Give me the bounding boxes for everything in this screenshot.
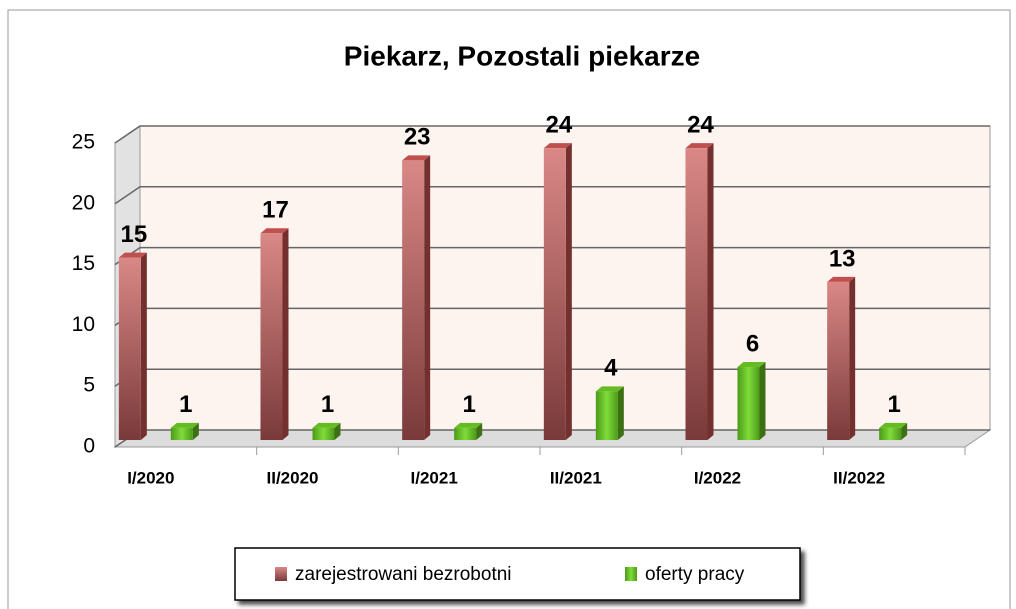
data-label: 23 [404,124,431,151]
y-tick-label: 10 [72,313,95,336]
bar-top [118,252,147,258]
bar-side [707,143,714,440]
legend-swatch [625,567,637,581]
x-tick-label: I/2021 [411,468,458,487]
x-tick-label: II/2020 [267,468,319,487]
data-label: 6 [746,330,759,357]
bar-side [565,143,572,440]
legend-label: oferty pracy [645,564,745,585]
data-label: 1 [462,391,475,418]
data-label: 1 [179,391,192,418]
bar-top [879,422,908,428]
x-tick-label: II/2022 [833,468,885,487]
bar [402,160,425,440]
plot-area [113,125,992,455]
bar-side [849,276,856,440]
bar [685,148,708,440]
y-tick-label: 25 [72,131,95,154]
bar-side [476,422,483,440]
bar [312,427,335,440]
bar-top [454,422,483,428]
bar [737,367,760,440]
y-tick-label: 5 [83,374,95,397]
bar-top [260,228,289,234]
y-tick-label: 15 [72,252,95,275]
bar-side [901,422,908,440]
y-tick-label: 20 [72,191,95,214]
chart-border [7,9,1011,609]
data-label: 13 [829,245,856,272]
bar-side [617,386,624,440]
bar [595,391,618,440]
bar [118,257,141,440]
bar [260,233,283,440]
bar [454,427,477,440]
bar-side [424,155,431,440]
data-label: 1 [321,391,334,418]
bar-side [282,228,289,440]
bar [543,148,566,440]
bar-top [827,276,856,282]
bar-side [192,422,199,440]
bar-side [140,252,147,440]
x-tick-label: I/2022 [694,468,741,487]
bar-side [334,422,341,440]
bar-top [685,143,714,149]
bar-top [402,155,431,161]
bar-top [170,422,199,428]
y-tick-label: 0 [83,435,95,458]
bar-side [759,362,766,440]
legend-swatch [275,567,287,581]
data-label: 4 [604,355,618,382]
bar-top [737,362,766,368]
bar [827,281,850,440]
data-label: 24 [687,112,714,139]
data-label: 24 [545,112,572,139]
data-label: 15 [120,221,147,248]
chart-title: Piekarz, Pozostali piekarze [344,40,700,71]
x-tick-label: I/2020 [127,468,174,487]
bar-top [595,386,624,392]
data-label: 17 [262,197,289,224]
bar-top [543,143,572,149]
bar-top [312,422,341,428]
legend-label: zarejestrowani bezrobotni [295,564,512,585]
bar [170,427,193,440]
x-tick-label: II/2021 [550,468,602,487]
legend-box [234,547,801,601]
grid-line [114,125,990,144]
data-label: 1 [887,391,900,418]
bar [879,427,902,440]
